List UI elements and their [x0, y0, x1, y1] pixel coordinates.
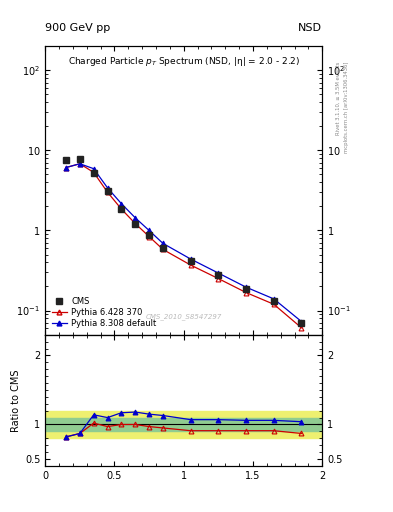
Text: 900 GeV pp: 900 GeV pp: [45, 23, 110, 33]
Legend: CMS, Pythia 6.428 370, Pythia 8.308 default: CMS, Pythia 6.428 370, Pythia 8.308 defa…: [50, 294, 159, 331]
Text: Charged Particle $p_T$ Spectrum (NSD, $\mathregular{|\eta|}$ = 2.0 - 2.2): Charged Particle $p_T$ Spectrum (NSD, $\…: [68, 55, 300, 68]
Text: CMS_2010_S8547297: CMS_2010_S8547297: [145, 313, 222, 321]
Text: NSD: NSD: [298, 23, 322, 33]
Text: mcplots.cern.ch [arXiv:1306.3436]: mcplots.cern.ch [arXiv:1306.3436]: [344, 61, 349, 153]
Text: Rivet 3.1.10, ≥ 3.5M events: Rivet 3.1.10, ≥ 3.5M events: [336, 61, 341, 135]
Bar: [45, 418, 322, 432]
Bar: [45, 411, 322, 438]
Y-axis label: Ratio to CMS: Ratio to CMS: [11, 369, 21, 432]
